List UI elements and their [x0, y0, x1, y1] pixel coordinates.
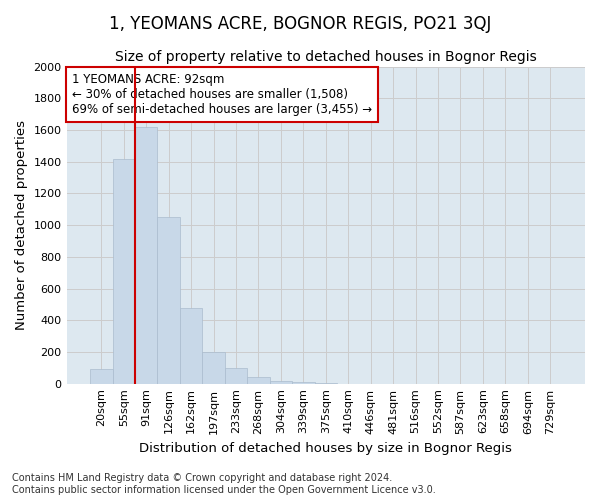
- Bar: [157, 217, 180, 384]
- Bar: [135, 127, 157, 384]
- Bar: [269, 380, 292, 384]
- Bar: [202, 352, 225, 384]
- Text: 1, YEOMANS ACRE, BOGNOR REGIS, PO21 3QJ: 1, YEOMANS ACRE, BOGNOR REGIS, PO21 3QJ: [109, 15, 491, 33]
- Bar: [113, 158, 135, 384]
- Y-axis label: Number of detached properties: Number of detached properties: [15, 120, 28, 330]
- Bar: [225, 368, 247, 384]
- Text: Contains HM Land Registry data © Crown copyright and database right 2024.
Contai: Contains HM Land Registry data © Crown c…: [12, 474, 436, 495]
- Bar: [292, 382, 314, 384]
- X-axis label: Distribution of detached houses by size in Bognor Regis: Distribution of detached houses by size …: [139, 442, 512, 455]
- Text: 1 YEOMANS ACRE: 92sqm
← 30% of detached houses are smaller (1,508)
69% of semi-d: 1 YEOMANS ACRE: 92sqm ← 30% of detached …: [72, 73, 372, 116]
- Bar: [180, 308, 202, 384]
- Bar: [247, 378, 269, 384]
- Bar: [314, 383, 337, 384]
- Bar: [90, 370, 113, 384]
- Title: Size of property relative to detached houses in Bognor Regis: Size of property relative to detached ho…: [115, 50, 536, 64]
